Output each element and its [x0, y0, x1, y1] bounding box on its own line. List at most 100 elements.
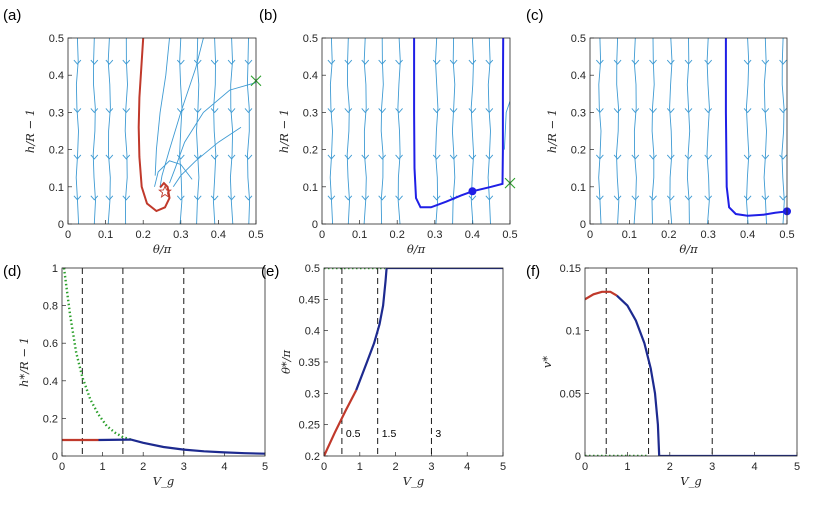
stream-arrow: [432, 108, 441, 114]
stream-arrow: [105, 154, 114, 160]
stream-arrow: [779, 108, 787, 114]
x-tick-label: 5: [794, 461, 800, 473]
x-axis-label: V_g: [403, 474, 424, 488]
y-tick-label: 0.1: [566, 326, 581, 338]
streamline: [487, 38, 491, 224]
y-tick-label: 0.4: [305, 326, 320, 338]
streamline: [246, 38, 251, 224]
y-tick-label: 0: [312, 219, 318, 231]
x-tick-label: 5: [500, 461, 506, 473]
x-tick-label: 0: [65, 229, 71, 241]
stream-arrow: [613, 108, 622, 114]
stream-arrow: [485, 59, 494, 65]
panel-label: (a): [3, 7, 21, 24]
x-tick-label: 0: [587, 229, 593, 241]
stream-arrow: [344, 108, 353, 114]
y-tick-label: 0.1: [571, 182, 586, 194]
stream-arrow: [779, 195, 787, 201]
stream-arrow: [210, 195, 219, 201]
stream-arrow: [344, 154, 353, 160]
stream-arrow: [596, 59, 604, 65]
y-tick-label: 0.35: [299, 357, 320, 369]
y-tick-label: 0: [58, 219, 64, 231]
stream-arrow: [449, 154, 458, 160]
y-tick-label: 0.2: [49, 145, 64, 157]
streamline: [470, 38, 475, 224]
stream-arrow: [210, 154, 219, 160]
stream-arrow: [779, 154, 787, 160]
streamline: [154, 38, 170, 176]
series-stable-navy: [355, 268, 503, 391]
axes-frame: [61, 267, 266, 457]
y-tick-label: 1: [52, 263, 58, 275]
x-tick-label: 1: [624, 461, 630, 473]
x-tick-label: 2: [140, 461, 146, 473]
stream-arrow: [105, 108, 114, 114]
streamline: [107, 38, 111, 224]
stream-arrow: [122, 108, 131, 114]
y-tick-label: 0.5: [49, 33, 64, 45]
y-tick-label: 0.5: [571, 33, 586, 45]
stream-arrow: [73, 59, 82, 65]
stream-arrow: [761, 195, 770, 201]
x-tick-label: 4: [221, 461, 227, 473]
panel-label: (f): [526, 263, 540, 280]
stream-arrow: [227, 154, 236, 160]
panel-b: (b) 0 0.1 0.2 0.3 0.4 0.5 0 0.1 0.2 0.3 0.4 0.5 θ/π h/…: [259, 7, 518, 256]
stream-arrow: [684, 59, 693, 65]
streamline: [124, 38, 128, 224]
stream-arrow: [122, 59, 131, 65]
x-tick-label: 0.4: [211, 229, 226, 241]
stream-arrow: [244, 154, 253, 160]
stream-arrow: [704, 195, 713, 201]
streamline: [669, 38, 673, 224]
panel-label: (d): [3, 263, 21, 280]
streamline: [397, 38, 401, 224]
stream-arrow: [395, 108, 403, 114]
stream-arrow: [743, 108, 752, 114]
streamline: [686, 38, 691, 224]
y-tick-label: 0.4: [49, 70, 64, 82]
x-tick-label: 0.4: [465, 229, 480, 241]
y-tick-label: 0.15: [560, 263, 581, 275]
streamline: [172, 126, 242, 188]
x-tick-label: 0: [319, 229, 325, 241]
x-tick-label: 4: [752, 461, 758, 473]
streamline: [633, 38, 637, 224]
y-tick-label: 0.2: [43, 413, 58, 425]
streamline: [329, 38, 334, 224]
stream-arrow: [449, 108, 458, 114]
y-axis-label: h*/R − 1: [17, 337, 31, 387]
y-tick-label: 0.5: [303, 33, 318, 45]
y-tick-label: 0: [575, 451, 581, 463]
y-tick-label: 0.1: [49, 182, 64, 194]
y-tick-label: 0.3: [571, 107, 586, 119]
stream-arrow: [596, 195, 604, 201]
vline-label: 1.5: [382, 428, 397, 440]
x-tick-label: 0.3: [173, 229, 188, 241]
axes-frame: [589, 37, 788, 225]
streamline: [706, 38, 710, 224]
panel-label: (b): [259, 7, 277, 24]
stream-arrow: [596, 154, 604, 160]
streamline: [196, 38, 200, 224]
stream-arrow: [631, 154, 640, 160]
stream-arrow: [743, 59, 752, 65]
y-axis-label: θ*/π: [279, 350, 293, 375]
vline-label: 3: [435, 428, 441, 440]
stream-arrow: [193, 195, 202, 201]
stream-arrow: [613, 154, 622, 160]
series-stable-red: [324, 389, 358, 456]
stream-arrow: [90, 154, 99, 160]
stream-arrow: [649, 59, 657, 65]
stream-arrow: [210, 59, 219, 65]
vline-label: 0.5: [346, 428, 361, 440]
x-axis-label: θ/π: [679, 242, 698, 256]
trajectory-curve: [413, 38, 505, 209]
stream-arrow: [761, 108, 770, 114]
stream-arrow: [395, 195, 403, 201]
stream-arrow: [704, 154, 713, 160]
y-tick-label: 0.2: [303, 145, 318, 157]
x-tick-label: 2: [393, 461, 399, 473]
panel-label: (e): [261, 263, 279, 280]
